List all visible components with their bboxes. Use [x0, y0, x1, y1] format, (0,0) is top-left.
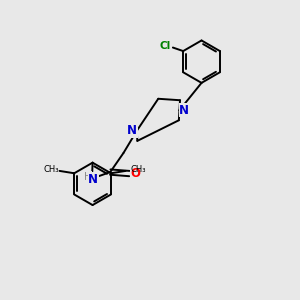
Text: CH₃: CH₃ — [131, 165, 146, 174]
Text: H: H — [84, 172, 91, 182]
Text: O: O — [131, 167, 141, 180]
Text: N: N — [127, 124, 137, 137]
Text: N: N — [179, 104, 189, 117]
Text: N: N — [88, 172, 98, 186]
Text: CH₃: CH₃ — [44, 165, 59, 174]
Text: Cl: Cl — [160, 41, 171, 51]
